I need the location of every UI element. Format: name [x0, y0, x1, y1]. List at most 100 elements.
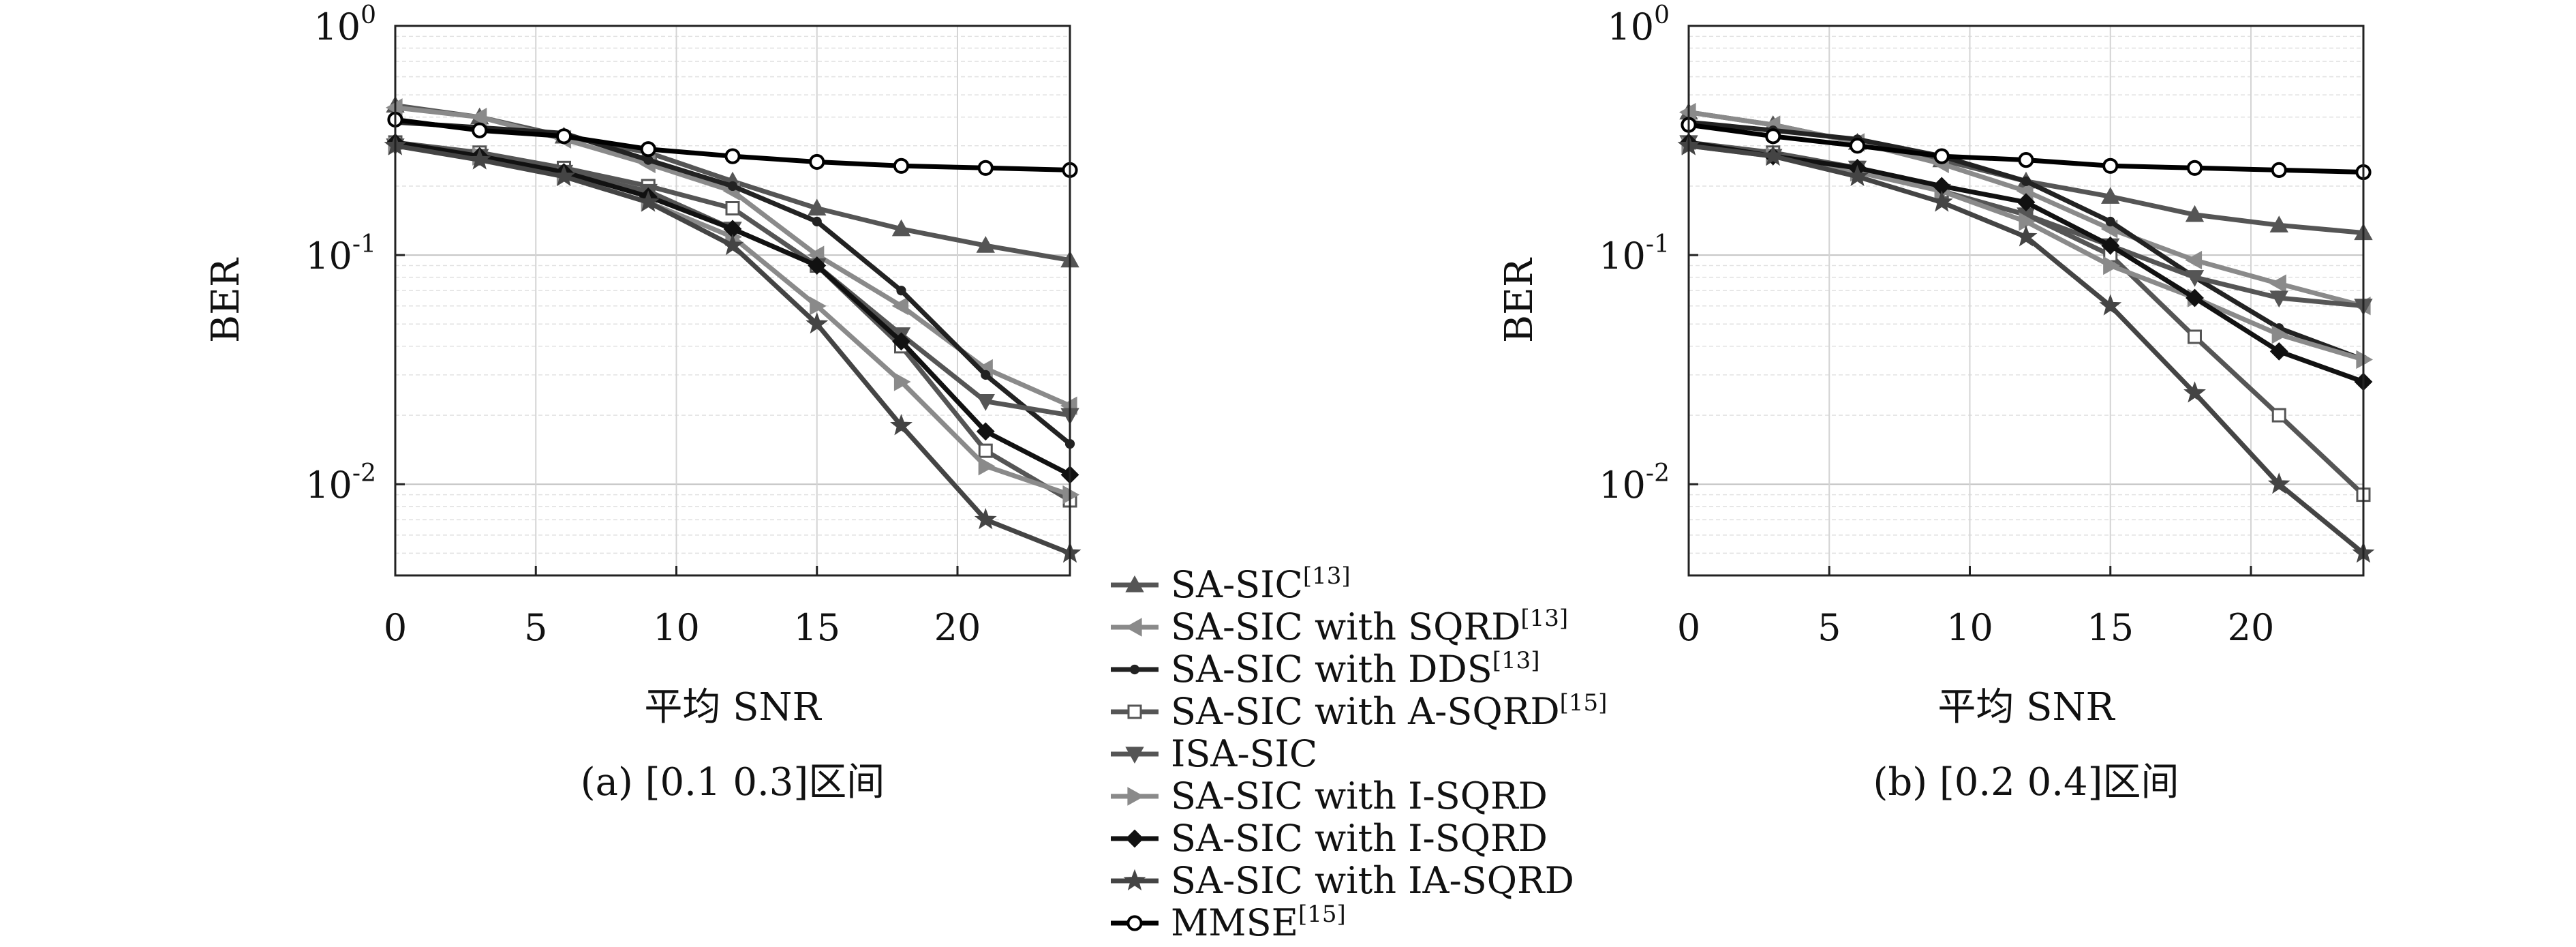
- data-point: [808, 256, 827, 275]
- data-point: [1933, 148, 1950, 164]
- legend-label: SA-SIC[13]: [1171, 562, 1351, 606]
- data-point: [978, 443, 993, 458]
- legend-item: ISA-SIC: [1111, 732, 1317, 775]
- data-point: [2186, 160, 2203, 176]
- data-point: [2019, 212, 2036, 231]
- panel-caption: (b) [0.2 0.4]区间: [1873, 760, 2179, 805]
- data-point: [976, 394, 995, 411]
- legend-marker: [1125, 575, 1144, 592]
- x-tick-label: 0: [1677, 606, 1700, 649]
- x-axis-label: 平均 SNR: [644, 685, 822, 730]
- data-point: [2269, 342, 2288, 361]
- data-point: [2101, 187, 2120, 204]
- x-tick-label: 15: [793, 606, 840, 649]
- chart-panel-b: 0 5 10 15 20 100 10-1 10-2 平均 SNR BER (b) [0.2 0.4…: [1497, 1, 2375, 805]
- data-point: [806, 312, 829, 334]
- data-point: [974, 508, 997, 530]
- data-point: [2185, 250, 2203, 270]
- legend-label: SA-SIC with DDS[13]: [1171, 647, 1540, 691]
- legend-label: SA-SIC with I-SQRD: [1171, 817, 1548, 860]
- data-point: [637, 190, 660, 212]
- data-point: [2018, 152, 2034, 168]
- x-tick-label: 5: [1818, 606, 1841, 649]
- legend-item: MMSE[15]: [1111, 901, 1346, 944]
- panel-caption: (a) [0.1 0.3]区间: [581, 760, 885, 805]
- data-point: [725, 201, 740, 216]
- data-point: [2188, 329, 2202, 344]
- data-point: [2267, 472, 2290, 494]
- legend-item: SA-SIC with SQRD[13]: [1111, 605, 1568, 648]
- data-point: [891, 296, 909, 316]
- data-point: [2269, 274, 2286, 293]
- data-point: [2269, 215, 2288, 232]
- data-point: [892, 332, 910, 351]
- legend-item: SA-SIC with I-SQRD: [1111, 775, 1548, 817]
- data-point: [2186, 288, 2204, 307]
- plot-area: [1689, 26, 2363, 575]
- data-point: [2271, 325, 2289, 344]
- legend-marker: [1125, 829, 1144, 848]
- legend-item: SA-SIC with I-SQRD: [1111, 817, 1548, 860]
- x-axis-label: 平均 SNR: [1937, 685, 2115, 730]
- data-point: [1846, 164, 1869, 187]
- data-point: [1930, 190, 1953, 212]
- legend-label: MMSE[15]: [1171, 901, 1346, 944]
- data-point: [2021, 176, 2031, 186]
- data-point: [978, 456, 996, 476]
- data-point: [640, 141, 656, 157]
- data-point: [1762, 144, 1785, 166]
- y-tick-label: 10-2: [305, 460, 376, 507]
- data-point: [2017, 193, 2036, 212]
- data-point: [472, 122, 488, 138]
- data-point: [2271, 162, 2287, 178]
- chart-panel-a: 0 5 10 15 20 100 10-1 10-2 平均 SNR BER (a) [0.1 0.3…: [204, 1, 1082, 805]
- data-point: [891, 219, 911, 237]
- data-point: [2102, 157, 2119, 174]
- data-point: [896, 286, 906, 296]
- data-point: [2185, 270, 2205, 287]
- legend-item: SA-SIC with IA-SQRD: [1111, 859, 1574, 902]
- x-tick-label: 0: [384, 606, 407, 649]
- data-point: [810, 296, 827, 316]
- data-point: [1849, 138, 1866, 154]
- data-point: [976, 236, 995, 253]
- legend-label: SA-SIC with SQRD[13]: [1171, 605, 1568, 648]
- x-tick-label: 10: [653, 606, 700, 649]
- data-point: [2014, 225, 2038, 247]
- data-point: [555, 128, 572, 145]
- legend-label: SA-SIC with I-SQRD: [1171, 775, 1548, 817]
- y-axis-label: BER: [204, 257, 248, 343]
- y-tick-label: 10-2: [1599, 460, 1670, 507]
- x-tick-label: 15: [2087, 606, 2134, 649]
- legend-marker: [1124, 618, 1142, 637]
- legend-marker: [1125, 747, 1144, 764]
- data-point: [2103, 256, 2120, 275]
- series-9: [1681, 117, 2372, 181]
- data-point: [890, 414, 913, 436]
- data-point: [2183, 381, 2206, 403]
- legend-label: SA-SIC with A-SQRD[15]: [1171, 689, 1607, 733]
- data-point: [2185, 205, 2205, 222]
- series-9: [387, 111, 1078, 178]
- data-point: [2099, 294, 2122, 316]
- legend-item: SA-SIC with DDS[13]: [1111, 647, 1540, 691]
- data-point: [2271, 408, 2286, 423]
- data-point: [470, 108, 487, 127]
- data-point: [893, 157, 910, 174]
- legend: SA-SIC[13]SA-SIC with SQRD[13]SA-SIC wit…: [1111, 562, 1607, 944]
- y-tick-label: 10-1: [305, 230, 376, 277]
- legend-item: SA-SIC[13]: [1111, 562, 1351, 606]
- y-axis-label: BER: [1497, 257, 1542, 343]
- legend-marker: [1127, 704, 1142, 719]
- data-point: [893, 372, 911, 391]
- y-tick-label: 100: [1607, 1, 1670, 48]
- data-point: [1765, 128, 1781, 145]
- legend-label: ISA-SIC: [1171, 732, 1317, 775]
- y-tick-label: 10-1: [1599, 230, 1670, 277]
- data-point: [2269, 290, 2288, 308]
- legend-marker: [1129, 664, 1140, 675]
- data-point: [724, 148, 741, 164]
- data-point: [809, 153, 825, 170]
- legend-item: SA-SIC with A-SQRD[15]: [1111, 689, 1607, 733]
